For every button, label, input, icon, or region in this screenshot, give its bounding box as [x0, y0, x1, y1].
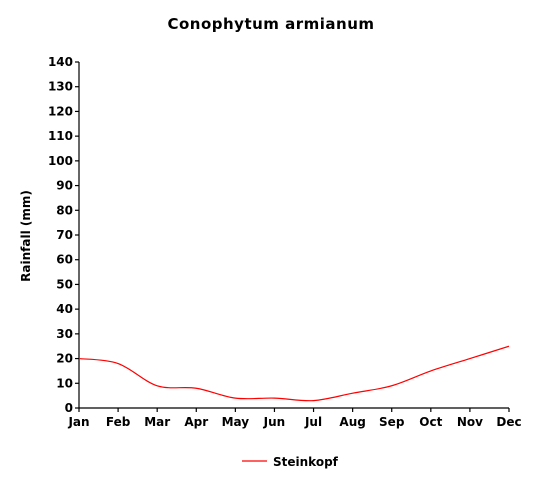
y-tick-label: 100	[48, 154, 73, 168]
x-tick-label: Jan	[67, 415, 89, 429]
y-tick-label: 10	[56, 376, 73, 390]
y-tick-label: 30	[56, 327, 73, 341]
legend-label-steinkopf: Steinkopf	[273, 455, 339, 469]
y-tick-label: 70	[56, 228, 73, 242]
series-layer	[78, 345, 510, 402]
series-line-steinkopf	[78, 345, 510, 402]
y-tick-label: 130	[48, 80, 73, 94]
y-tick-label: 40	[56, 302, 73, 316]
x-tick-label: Aug	[339, 415, 365, 429]
y-axis-label: Rainfall (mm)	[19, 190, 33, 282]
y-tick-label: 80	[56, 203, 73, 217]
x-tick-label: Dec	[496, 415, 521, 429]
y-tick-label: 50	[56, 277, 73, 291]
x-tick-label: Nov	[457, 415, 483, 429]
x-tick-label: Jul	[304, 415, 322, 429]
y-tick-label: 20	[56, 352, 73, 366]
y-tick-label: 0	[65, 401, 73, 415]
x-tick-label: Apr	[184, 415, 208, 429]
y-axis-ticks: 0 10 20 30 40 50 60 70 80 90 100 110 120 130 140	[48, 55, 79, 415]
y-tick-label: 90	[56, 179, 73, 193]
x-tick-label: Mar	[144, 415, 170, 429]
x-axis-ticks: Jan Feb Mar Apr May Jun Jul Aug Sep Oct Nov Dec	[67, 408, 522, 429]
x-tick-label: May	[222, 415, 250, 429]
x-tick-label: Sep	[379, 415, 405, 429]
y-tick-label: 140	[48, 55, 73, 69]
y-tick-label: 110	[48, 129, 73, 143]
chart-title: Conophytum armianum	[167, 15, 374, 33]
x-tick-label: Jun	[263, 415, 286, 429]
legend: Steinkopf	[242, 455, 339, 469]
x-tick-label: Oct	[419, 415, 442, 429]
y-tick-label: 120	[48, 104, 73, 118]
y-tick-label: 60	[56, 253, 73, 267]
x-tick-label: Feb	[106, 415, 131, 429]
